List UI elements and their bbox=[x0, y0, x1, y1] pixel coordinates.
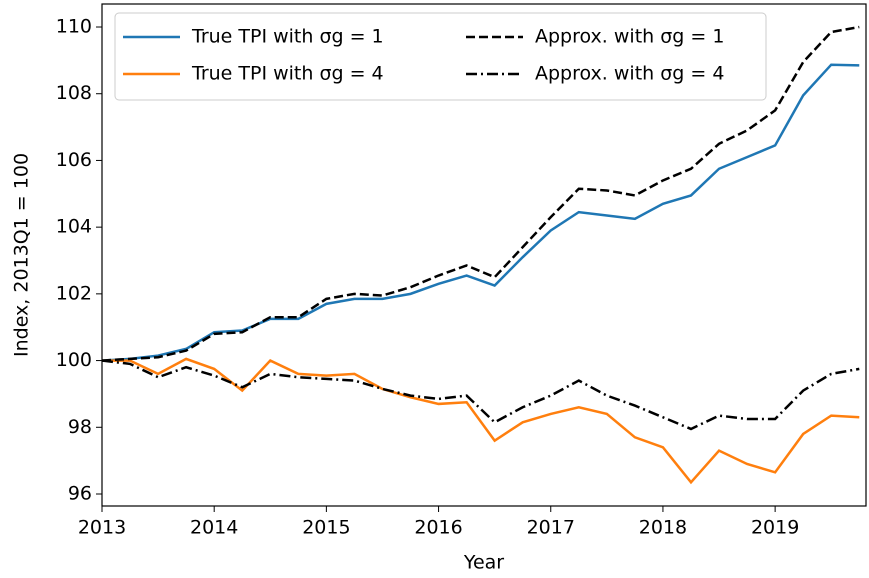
legend-box bbox=[114, 12, 767, 101]
series-line bbox=[101, 359, 860, 431]
x-tick-label: 2018 bbox=[639, 517, 687, 539]
series-line bbox=[102, 357, 860, 485]
y-tick-label: 110 bbox=[56, 16, 92, 38]
x-tick-label: 2016 bbox=[414, 517, 462, 539]
y-axis-label: Index, 2013Q1 = 100 bbox=[11, 153, 33, 357]
y-tick-label: 104 bbox=[56, 216, 92, 238]
y-tick-label: 98 bbox=[68, 416, 92, 438]
x-axis-label: Year bbox=[463, 552, 504, 574]
series-line bbox=[101, 63, 860, 362]
y-tick-label: 102 bbox=[56, 282, 92, 304]
x-tick-label: 2017 bbox=[527, 517, 575, 539]
legend-label: True TPI with σg = 4 bbox=[191, 63, 384, 85]
y-tick-label: 100 bbox=[56, 349, 92, 371]
series-line bbox=[101, 25, 860, 362]
plot-frame bbox=[101, 3, 867, 507]
y-tick-label: 96 bbox=[68, 482, 92, 504]
y-tick-label: 108 bbox=[56, 82, 92, 104]
x-tick-label: 2015 bbox=[302, 517, 350, 539]
legend-label: Approx. with σg = 4 bbox=[535, 63, 724, 85]
legend-label: Approx. with σg = 1 bbox=[535, 26, 724, 48]
legend-label: True TPI with σg = 1 bbox=[191, 26, 384, 48]
y-tick-label: 106 bbox=[56, 149, 92, 171]
x-tick-label: 2014 bbox=[190, 517, 238, 539]
x-tick-label: 2019 bbox=[751, 517, 799, 539]
x-tick-label: 2013 bbox=[78, 517, 126, 539]
